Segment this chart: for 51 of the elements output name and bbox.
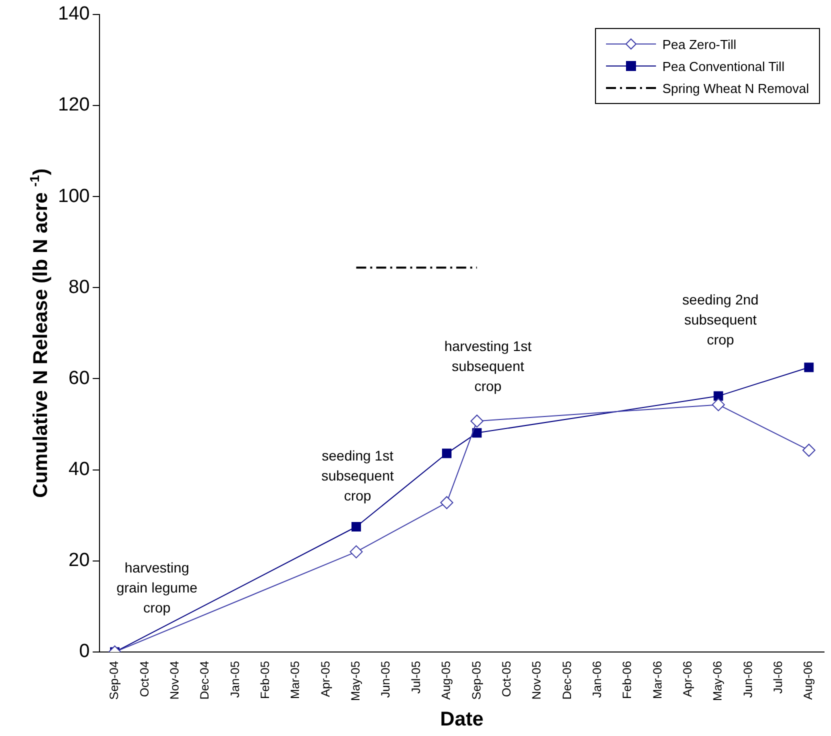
annotation: seeding 2nd subsequent crop [682, 292, 759, 348]
y-axis-title: Cumulative N Release (lb N acre -1) [27, 168, 52, 498]
x-tick-label: Nov-04 [167, 660, 182, 700]
point [712, 398, 725, 412]
x-tick-label: Oct-04 [137, 660, 152, 697]
legend-label: Pea Conventional Till [662, 58, 784, 74]
x-tick-label: May-05 [348, 660, 363, 701]
y-tick-label: 40 [68, 459, 90, 480]
x-tick-label: Dec-04 [198, 660, 212, 700]
point [442, 448, 452, 458]
x-tick-label: Sep-04 [107, 660, 122, 700]
x-axis-title: Date [440, 708, 484, 731]
y-tick-label: 0 [79, 641, 90, 662]
x-tick-label: Jun-06 [740, 660, 755, 698]
x-tick-label: Jan-06 [590, 660, 604, 698]
x-tick-label: Oct-05 [499, 660, 514, 697]
legend-label: Spring Wheat N Removal [662, 80, 809, 96]
x-tick-label: Apr-05 [318, 660, 332, 698]
point [351, 522, 361, 532]
point [714, 391, 724, 401]
point [802, 444, 816, 457]
x-tick-label: Jul-05 [408, 660, 423, 694]
point [804, 362, 814, 372]
point [440, 496, 454, 510]
point [350, 545, 363, 558]
x-tick-label: Jun-05 [378, 660, 393, 698]
y-tick-label: 120 [58, 94, 90, 116]
x-tick-label: Jul-06 [771, 660, 786, 694]
y-tick-label: 60 [68, 368, 90, 389]
annotation: seeding 1st subsequent crop [321, 448, 394, 504]
legend-label: Pea Zero-Till [662, 36, 736, 52]
x-tick-label: Feb-05 [258, 660, 272, 700]
x-tick-label: Jan-05 [228, 660, 242, 698]
y-tick-label: 80 [68, 276, 90, 298]
x-tick-label: Feb-06 [620, 660, 634, 700]
x-tick-label: Mar-06 [650, 660, 664, 699]
x-tick-label: Sep-05 [469, 660, 484, 700]
x-tick-label: Dec-05 [560, 660, 574, 700]
point [470, 414, 484, 428]
annotation: harvesting 1st subsequent crop [444, 338, 532, 394]
x-tick-label: Nov-05 [530, 660, 544, 700]
y-tick-label: 100 [58, 186, 90, 207]
x-tick-label: Apr-06 [680, 660, 695, 698]
x-tick-label: Aug-05 [439, 660, 454, 700]
y-tick-label: 140 [58, 4, 90, 25]
y-tick-label: 20 [68, 550, 90, 572]
annotation: harvesting grain legume crop [116, 559, 198, 616]
point [472, 428, 482, 438]
x-tick-label: Mar-05 [288, 660, 302, 699]
x-tick-label: May-06 [710, 660, 725, 701]
x-tick-label: Aug-06 [801, 660, 816, 700]
